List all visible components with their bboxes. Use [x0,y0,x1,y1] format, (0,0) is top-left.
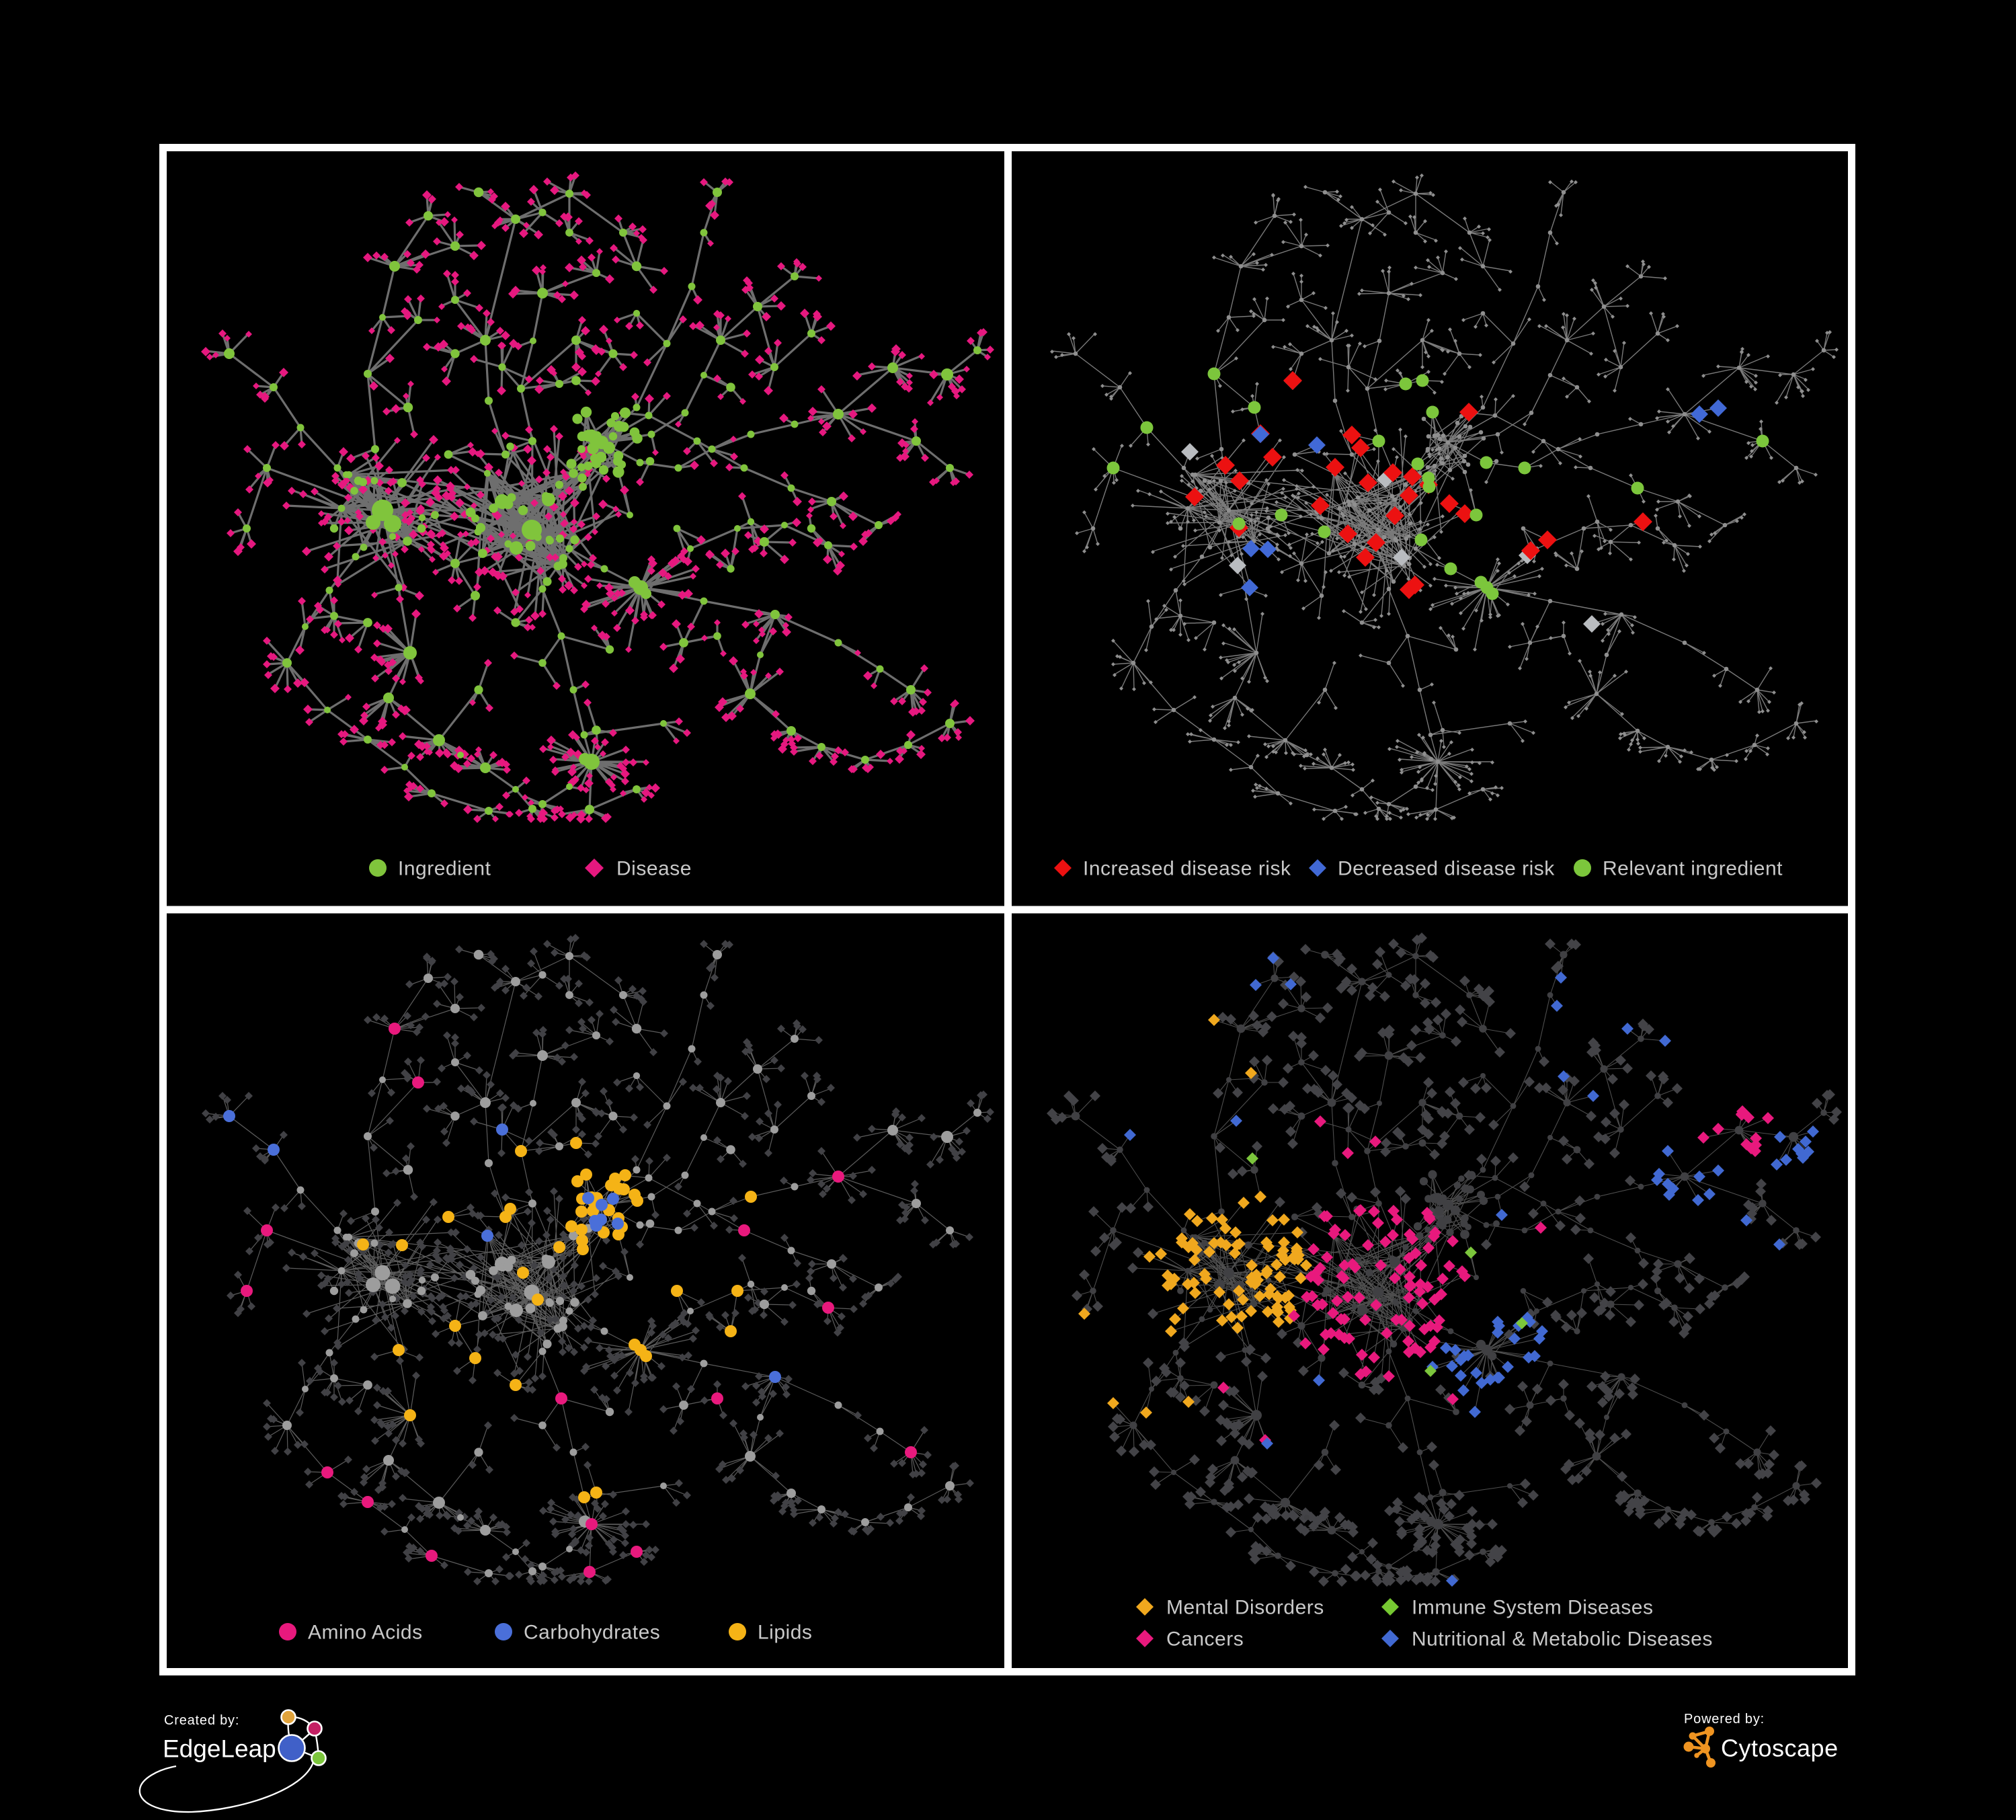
svg-text:Increased disease risk: Increased disease risk [1083,858,1291,880]
svg-text:Ingredient: Ingredient [398,858,491,880]
svg-text:Decreased disease risk: Decreased disease risk [1338,858,1555,880]
svg-text:Relevant ingredient: Relevant ingredient [1603,858,1783,880]
svg-text:Mental Disorders: Mental Disorders [1166,1597,1324,1619]
svg-text:Nutritional & Metabolic Diseas: Nutritional & Metabolic Diseases [1412,1628,1713,1651]
svg-text:Created by:: Created by: [164,1713,239,1728]
svg-text:Disease: Disease [616,858,692,880]
svg-text:Powered by:: Powered by: [1684,1712,1765,1727]
svg-text:Carbohydrates: Carbohydrates [524,1622,660,1644]
svg-text:Lipids: Lipids [758,1622,812,1644]
svg-text:Amino Acids: Amino Acids [308,1622,423,1644]
svg-text:Immune System Diseases: Immune System Diseases [1412,1597,1653,1619]
svg-text:Cancers: Cancers [1166,1628,1244,1651]
svg-text:EdgeLeap: EdgeLeap [163,1735,276,1763]
svg-text:Cytoscape: Cytoscape [1721,1735,1839,1762]
